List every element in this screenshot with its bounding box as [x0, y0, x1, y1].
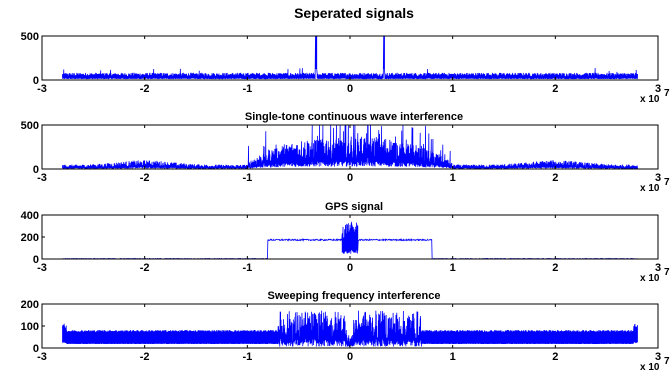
x-multiplier-exponent: 7	[664, 88, 670, 99]
x-tick-label: -3	[37, 262, 47, 274]
x-multiplier-exponent: 7	[664, 177, 670, 188]
x-tick-label: 2	[552, 351, 558, 363]
x-tick-label: -3	[37, 351, 47, 363]
signal-trace	[62, 124, 638, 170]
y-tick-label: 200	[21, 232, 39, 244]
subplot-title: GPS signal	[325, 201, 383, 213]
y-tick-label: 500	[21, 31, 39, 43]
x-tick-label: 3	[655, 262, 661, 274]
x-tick-label: 0	[347, 172, 353, 184]
subplot-title: Sweeping frequency interference	[268, 290, 441, 302]
signal-trace	[62, 310, 638, 347]
y-tick-label: 200	[21, 299, 39, 311]
x-tick-label: 1	[450, 83, 456, 95]
x-tick-label: 2	[552, 83, 558, 95]
subplot-3: GPS signal -3 -2 -1 0 1 2 3 0 200 400 x 10 7	[21, 201, 670, 284]
x-tick-label: -2	[140, 351, 150, 363]
x-tick-label: -3	[37, 83, 47, 95]
subplot-title: Single-tone continuous wave interference	[245, 111, 463, 123]
y-tick-label: 100	[21, 321, 39, 333]
subplot-2: Single-tone continuous wave interference…	[21, 111, 670, 194]
x-multiplier-label: x 10	[640, 183, 660, 194]
subplot-1: -3 -2 -1 0 1 2 3 0 500 x 10 7	[21, 31, 670, 105]
x-tick-label: 0	[347, 83, 353, 95]
x-multiplier-exponent: 7	[664, 356, 670, 367]
x-tick-label: -1	[242, 172, 252, 184]
signal-trace	[62, 221, 638, 260]
subplot-4: Sweeping frequency interference -3 -2 -1 0 1 2…	[21, 290, 670, 372]
y-tick-label: 500	[21, 120, 39, 132]
x-multiplier-label: x 10	[640, 273, 660, 284]
y-tick-label: 400	[21, 210, 39, 222]
x-multiplier-label: x 10	[640, 94, 660, 105]
x-multiplier-label: x 10	[640, 362, 660, 372]
y-tick-label: 0	[33, 164, 39, 176]
x-tick-label: -2	[140, 262, 150, 274]
x-tick-label: -1	[242, 351, 252, 363]
x-tick-label: 1	[450, 262, 456, 274]
x-tick-label: 1	[450, 172, 456, 184]
x-tick-label: -3	[37, 172, 47, 184]
x-tick-label: 1	[450, 351, 456, 363]
x-tick-label: 0	[347, 262, 353, 274]
y-tick-label: 0	[33, 75, 39, 87]
x-tick-label: 3	[655, 172, 661, 184]
x-tick-label: 2	[552, 172, 558, 184]
x-tick-label: -2	[140, 172, 150, 184]
x-tick-label: -1	[242, 83, 252, 95]
x-tick-label: -2	[140, 83, 150, 95]
x-tick-label: 2	[552, 262, 558, 274]
signal-trace	[62, 35, 638, 80]
x-tick-label: 3	[655, 351, 661, 363]
figure-title: Seperated signals	[294, 5, 414, 21]
y-tick-label: 0	[33, 343, 39, 355]
x-tick-label: 0	[347, 351, 353, 363]
x-tick-label: 3	[655, 83, 661, 95]
y-tick-label: 0	[33, 254, 39, 266]
x-tick-label: -1	[242, 262, 252, 274]
x-multiplier-exponent: 7	[664, 267, 670, 278]
